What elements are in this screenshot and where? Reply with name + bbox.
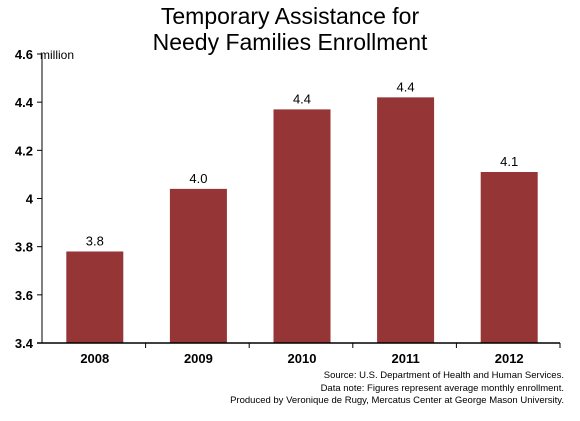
y-tick-label: 4.4 (15, 95, 34, 110)
chart-title-line-1: Temporary Assistance for (160, 3, 420, 29)
bar (273, 109, 331, 344)
chart-title: Temporary Assistance for Needy Families … (0, 3, 580, 55)
x-tick-label: 2008 (80, 351, 109, 366)
x-axis: 2008 2009 2010 2011 2012 (37, 342, 561, 366)
data-label: 4.1 (500, 154, 518, 169)
y-unit-label: million (40, 48, 74, 62)
bar (480, 172, 538, 343)
data-label: 4.4 (293, 91, 311, 106)
y-tick-label: 4.6 (15, 47, 33, 62)
x-tick-label: 2011 (391, 351, 419, 366)
source-line: Source: U.S. Department of Health and Hu… (323, 370, 564, 381)
data-note-line: Data note: Figures represent average mon… (320, 382, 564, 394)
y-tick-label: 3.6 (15, 288, 33, 303)
bar (169, 188, 227, 343)
x-tick-label: 2010 (288, 351, 317, 366)
x-tick-label: 2009 (184, 351, 213, 366)
x-tick-label: 2012 (495, 351, 524, 366)
y-tick-label: 3.8 (15, 240, 33, 255)
y-axis: 3.4 3.6 3.8 4 4.2 4.4 4.6 million (15, 47, 74, 351)
bar (66, 251, 124, 343)
data-label: 3.8 (86, 233, 104, 248)
source-notes: Source: U.S. Department of Health and Hu… (230, 370, 564, 408)
chart-title-line-2: Needy Families Enrollment (152, 29, 428, 55)
data-label: 4.4 (397, 79, 415, 94)
bars: 3.8 4.0 4.4 4.4 4.1 (66, 79, 538, 344)
data-label: 4.0 (189, 171, 207, 186)
y-tick-label: 4.2 (15, 143, 33, 158)
y-tick-label: 3.4 (15, 336, 34, 351)
produced-by-line: Produced by Veronique de Rugy, Mercatus … (230, 395, 564, 406)
bar (377, 97, 435, 343)
y-tick-label: 4 (26, 192, 34, 207)
